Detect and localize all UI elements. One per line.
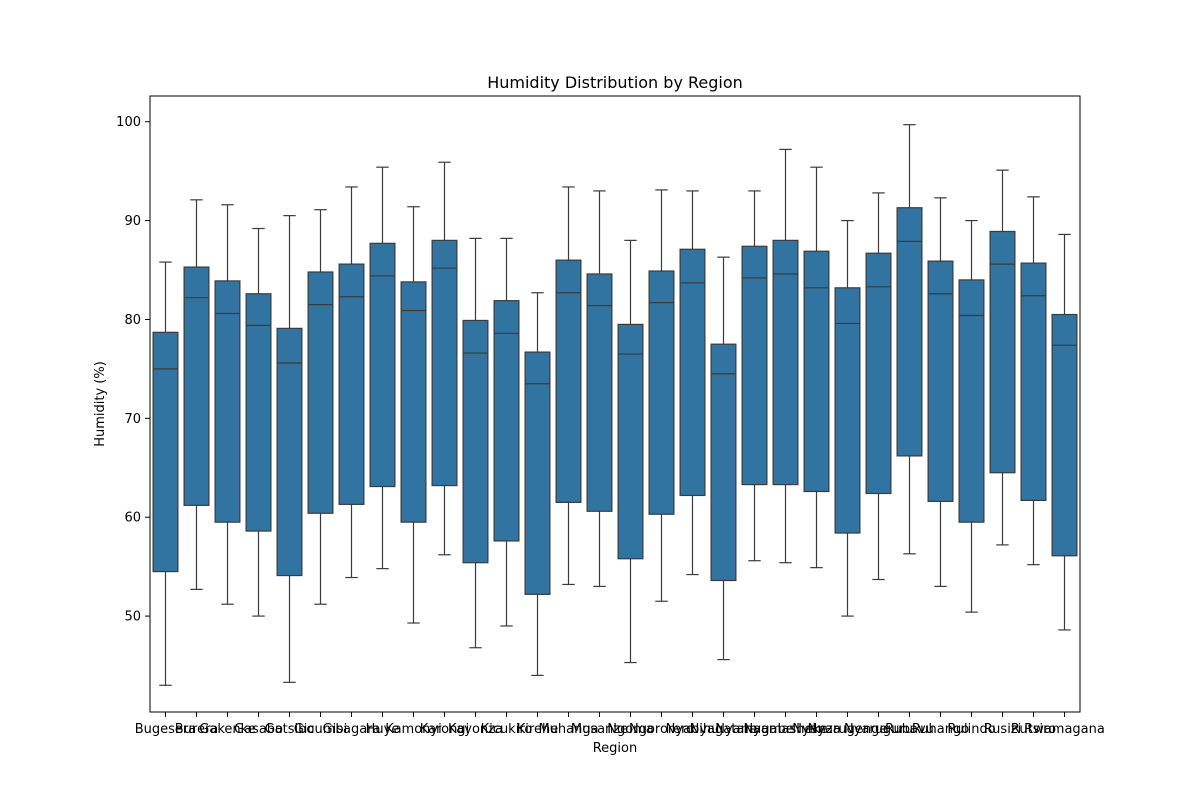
box-ngororero [648, 270, 675, 515]
x-tick-label: Kirehe [517, 722, 558, 737]
box-karongi [431, 239, 458, 487]
x-tick-label: Rwamagana [1024, 722, 1105, 737]
box-burera [183, 266, 210, 506]
box-nyagatare [710, 343, 737, 582]
x-tick-label: Ruhango [912, 722, 969, 737]
x-tick-label: Gicumbi [294, 722, 348, 737]
x-tick-label: Karongi [420, 722, 469, 737]
y-tick-label: 100 [116, 115, 141, 130]
x-tick-label: Muhanga [538, 722, 598, 737]
y-tick-label: 70 [124, 412, 141, 427]
x-tick-label: Rusizi [984, 722, 1022, 737]
box-muhanga [555, 259, 582, 503]
x-tick-label: Ngororero [629, 722, 694, 737]
box-huye [369, 242, 396, 488]
x-tick-label: Rulindo [947, 722, 995, 737]
x-tick-label: Gakenke [199, 722, 255, 737]
box-nyamagabe [741, 245, 768, 486]
x-tick-label: Kicukiro [481, 722, 533, 737]
box-kirehe [524, 351, 551, 595]
plot-frame [149, 95, 1081, 713]
box-bugesera [152, 331, 179, 573]
box-nyabihu [679, 248, 706, 497]
x-axis-label: Region [593, 741, 638, 756]
box-ngoma [617, 323, 644, 560]
x-tick-label: Nyanza [792, 722, 840, 737]
box-nyaruguru [865, 252, 892, 495]
x-tick-label: Rubavu [885, 722, 934, 737]
y-tick-label: 80 [124, 313, 141, 328]
box-kayonza [462, 319, 489, 564]
box-rwamagana [1051, 313, 1078, 557]
box-rulindo [958, 279, 985, 523]
y-tick-label: 60 [124, 511, 141, 526]
x-tick-label: Huye [366, 722, 400, 737]
y-tick-label: 90 [124, 214, 141, 229]
box-kamonyi [400, 281, 427, 523]
box-gisagara [338, 263, 365, 505]
x-tick-label: Gisagara [323, 722, 381, 737]
x-tick-label: Nyarugenge [808, 722, 888, 737]
box-musanze [586, 273, 613, 512]
box-gatsibo [276, 327, 303, 577]
box-kicukiro [493, 300, 520, 542]
box-nyamasheke [772, 239, 799, 486]
box-ruhango [927, 260, 954, 502]
x-tick-label: Gatsibo [265, 722, 315, 737]
x-tick-label: Nyamasheke [743, 722, 827, 737]
chart-title: Humidity Distribution by Region [487, 73, 743, 92]
x-tick-label: Nyabihu [666, 722, 720, 737]
x-tick-label: Nyagatare [690, 722, 758, 737]
x-tick-label: Musanze [571, 722, 628, 737]
x-tick-label: Ngoma [607, 722, 654, 737]
x-tick-label: Nyamagabe [715, 722, 793, 737]
x-tick-label: Rutsiro [1011, 722, 1056, 737]
box-gasabo [245, 293, 272, 532]
y-tick-label: 50 [124, 610, 141, 625]
plot-area: 50 60 70 80 90 100 BugeseraBureraGakenkeGasabo… [116, 95, 1105, 737]
box-nyarugenge [834, 287, 861, 534]
box-rubavu [896, 207, 923, 457]
x-tick-label: Burera [175, 722, 219, 737]
box-rutsiro [1020, 262, 1047, 502]
x-tick-label: Kayonza [448, 722, 503, 737]
x-tick-label: Kamonyi [385, 722, 441, 737]
x-tick-label: Bugesera [135, 722, 197, 737]
y-axis-label: Humidity (%) [93, 361, 108, 447]
box-gicumbi [307, 271, 334, 514]
box-gakenke [214, 280, 241, 523]
box-rusizi [989, 230, 1016, 474]
box-nyanza [803, 250, 830, 493]
x-tick-label: Gasabo [234, 722, 283, 737]
x-tick-label: Nyaruguru [844, 722, 913, 737]
